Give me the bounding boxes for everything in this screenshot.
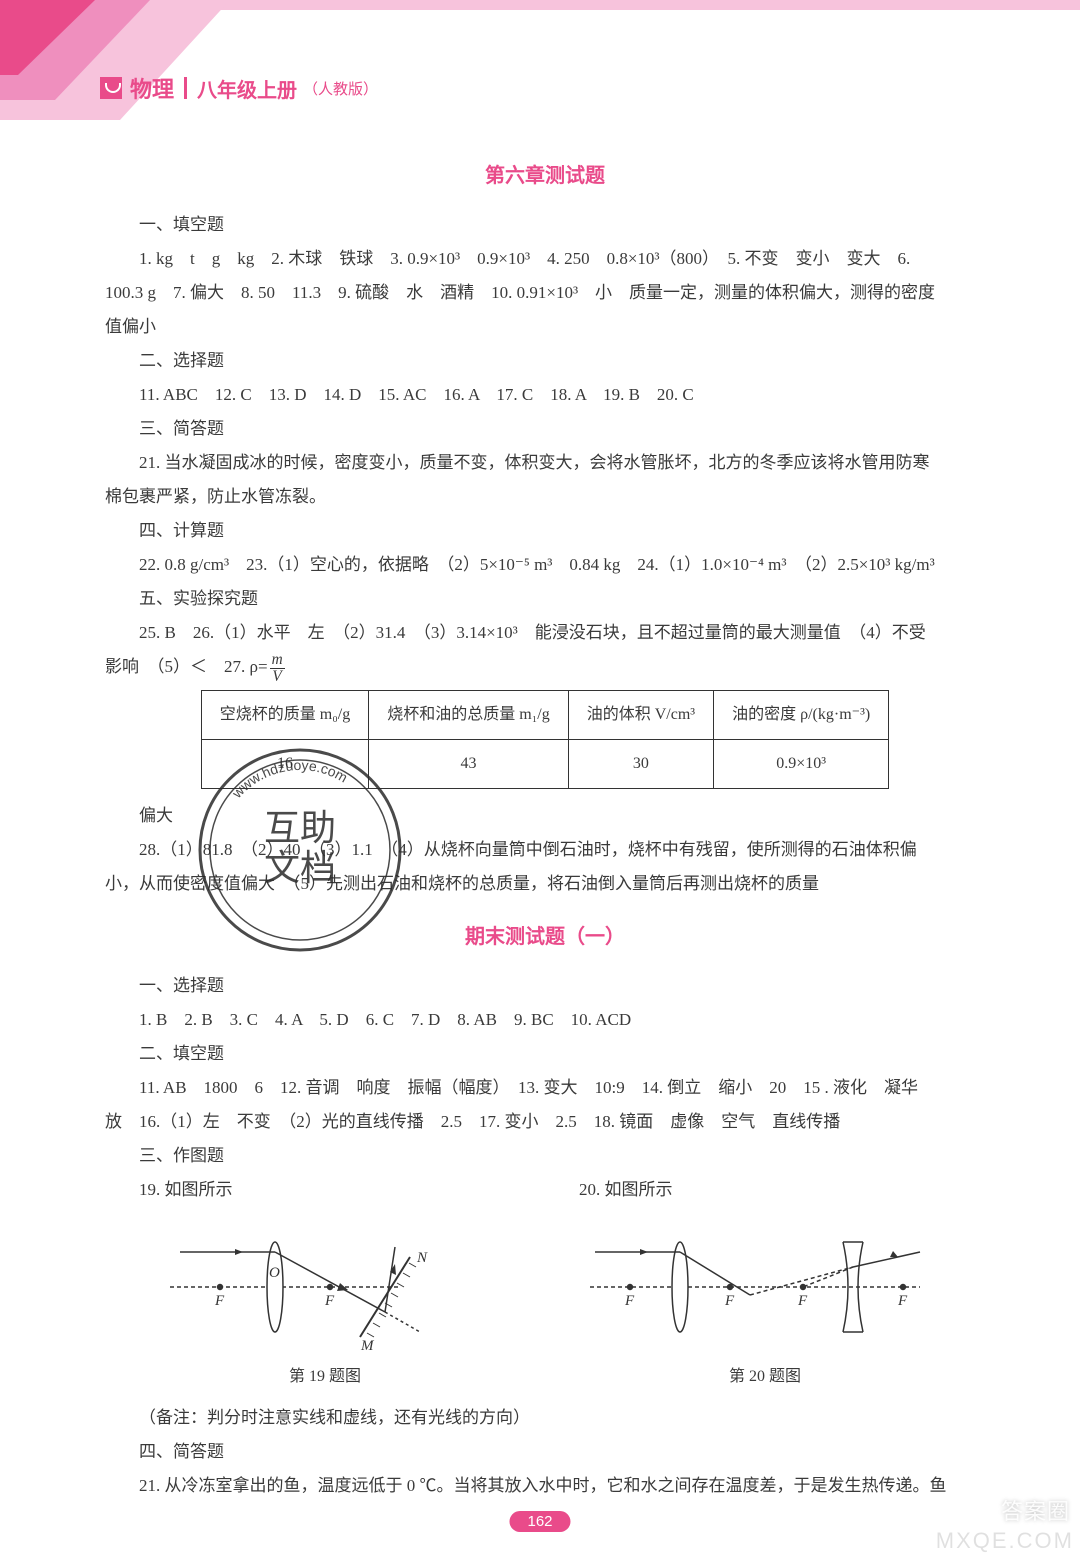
table-header-cell: 油的密度 ρ/(kg·m⁻³) [714, 691, 889, 740]
f1-s1-line: 1. B 2. B 3. C 4. A 5. D 6. C 7. D 8. AB… [105, 1003, 985, 1037]
svg-text:F: F [214, 1293, 225, 1309]
figure-captions: 第 19 题图 第 20 题图 [105, 1361, 985, 1393]
ch6-s1-heading: 一、填空题 [105, 208, 985, 242]
svg-text:O: O [269, 1265, 280, 1281]
ch6-s2-line: 11. ABC 12. C 13. D 14. D 15. AC 16. A 1… [105, 378, 985, 412]
ch6-s5-line2: 影响 （5）＜ 27. ρ=mV [105, 650, 985, 684]
watermark-light: 答案圈 [1001, 1494, 1070, 1526]
table-cell: 16 [201, 740, 368, 789]
svg-text:F: F [624, 1293, 635, 1309]
ch6-s5-line3: 28.（1）81.8 （2）40 （3）1.1 （4）从烧杯向量筒中倒石油时，烧… [105, 833, 985, 867]
fig19-caption: 第 19 题图 [289, 1361, 361, 1393]
f1-note: （备注：判分时注意实线和虚线，还有光线的方向） [105, 1401, 985, 1435]
figure-20: F F F F [585, 1217, 925, 1357]
header-divider [184, 77, 187, 99]
fig20-caption: 第 20 题图 [729, 1361, 801, 1393]
table-header-cell: 烧杯和油的总质量 m₁/g [369, 691, 568, 740]
page-content: 第六章测试题 一、填空题 1. kg t g kg 2. 木球 铁球 3. 0.… [105, 140, 985, 1503]
watermark-dark: MXQE.COM [936, 1528, 1074, 1554]
f1-s4-heading: 四、简答题 [105, 1435, 985, 1469]
ch6-s5-heading: 五、实验探究题 [105, 582, 985, 616]
f1-s1-heading: 一、选择题 [105, 969, 985, 1003]
final1-title: 期末测试题（一） [105, 917, 985, 957]
ch6-s1-line1: 1. kg t g kg 2. 木球 铁球 3. 0.9×10³ 0.9×10³… [105, 242, 985, 276]
ch6-oil-table: 空烧杯的质量 m₀/g 烧杯和油的总质量 m₁/g 油的体积 V/cm³ 油的密… [201, 690, 889, 789]
svg-text:F: F [897, 1293, 908, 1309]
ch6-after-table: 偏大 [105, 799, 985, 833]
svg-text:N: N [416, 1250, 428, 1266]
table-header-cell: 油的体积 V/cm³ [568, 691, 713, 740]
edition-label: （人教版） [303, 78, 378, 99]
ch6-s2-heading: 二、选择题 [105, 344, 985, 378]
f1-q20-text: 20. 如图所示 [545, 1173, 985, 1207]
ch6-s4-heading: 四、计算题 [105, 514, 985, 548]
page-number-badge: 162 [509, 1511, 570, 1532]
f1-s2-line1: 11. AB 1800 6 12. 音调 响度 振幅（幅度） 13. 变大 10… [105, 1071, 985, 1105]
table-cell: 0.9×10³ [714, 740, 889, 789]
chapter6-title: 第六章测试题 [105, 156, 985, 196]
table-row: 16 43 30 0.9×10³ [201, 740, 888, 789]
table-cell: 30 [568, 740, 713, 789]
ch6-s5-line1: 25. B 26.（1）水平 左 （2）31.4 （3）3.14×10³ 能浸没… [105, 616, 985, 650]
ch6-s4-line: 22. 0.8 g/cm³ 23.（1）空心的，依据略 （2）5×10⁻⁵ m³… [105, 548, 985, 582]
f1-q19-q20-row: 19. 如图所示 20. 如图所示 [105, 1173, 985, 1207]
f1-s2-heading: 二、填空题 [105, 1037, 985, 1071]
fraction-m-over-v: mV [270, 652, 285, 684]
ch6-s1-line2: 100.3 g 7. 偏大 8. 50 11.3 9. 硫酸 水 酒精 10. … [105, 276, 985, 310]
f1-s4-line: 21. 从冷冻室拿出的鱼，温度远低于 0 ℃。当将其放入水中时，它和水之间存在温… [105, 1469, 985, 1503]
grade-label: 八年级上册 [197, 74, 297, 103]
ch6-s5-line2-prefix: 影响 （5）＜ 27. ρ= [105, 657, 268, 676]
svg-text:F: F [324, 1293, 335, 1309]
table-header-row: 空烧杯的质量 m₀/g 烧杯和油的总质量 m₁/g 油的体积 V/cm³ 油的密… [201, 691, 888, 740]
ch6-s3-heading: 三、简答题 [105, 412, 985, 446]
page-header: 物理 八年级上册 （人教版） [100, 72, 378, 104]
ch6-s3-line2: 棉包裹严紧，防止水管冻裂。 [105, 480, 985, 514]
subject-label: 物理 [130, 72, 174, 104]
table-cell: 43 [369, 740, 568, 789]
f1-q19-text: 19. 如图所示 [105, 1173, 545, 1207]
table-header-cell: 空烧杯的质量 m₀/g [201, 691, 368, 740]
svg-text:M: M [360, 1338, 375, 1354]
f1-s3-heading: 三、作图题 [105, 1139, 985, 1173]
ch6-s3-line1: 21. 当水凝固成冰的时候，密度变小，质量不变，体积变大，会将水管胀坏，北方的冬… [105, 446, 985, 480]
svg-text:F: F [724, 1293, 735, 1309]
subject-icon [100, 77, 122, 99]
figure-row: F O F N M [105, 1217, 985, 1357]
svg-text:F: F [797, 1293, 808, 1309]
ch6-s5-line4: 小，从而使密度值偏大 （5）先测出石油和烧杯的总质量，将石油倒入量筒后再测出烧杯… [105, 867, 985, 901]
ch6-s1-line3: 值偏小 [105, 310, 985, 344]
figure-19: F O F N M [165, 1217, 465, 1357]
f1-s2-line2: 放 16.（1）左 不变 （2）光的直线传播 2.5 17. 变小 2.5 18… [105, 1105, 985, 1139]
